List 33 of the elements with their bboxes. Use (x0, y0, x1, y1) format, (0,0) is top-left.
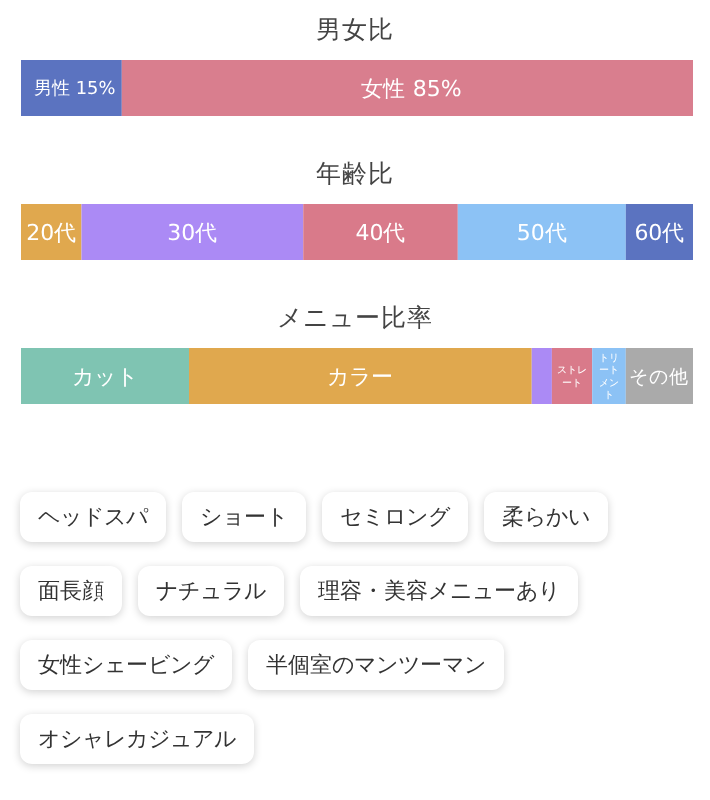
series-label: 男性 (33, 78, 70, 101)
series-label: 60代 (634, 219, 685, 246)
bar (303, 204, 458, 260)
bar (457, 204, 626, 260)
text: ショート (182, 492, 306, 542)
series-label: 30代 (167, 219, 218, 246)
bar (189, 348, 532, 404)
series-label: 40代 (355, 219, 406, 246)
text: 女性シェービング (20, 640, 232, 690)
bar (551, 348, 593, 404)
series-label: 女性 (361, 75, 406, 102)
chart-title: 男女比 (316, 14, 394, 44)
bar (21, 348, 189, 404)
text: ヘッドスパ (20, 492, 166, 542)
text: セミロング (322, 492, 468, 542)
chart-title: 年齢比 (316, 158, 394, 188)
text: 面長顔 (20, 566, 122, 616)
series-label: その他 (629, 364, 690, 389)
text: 理容・美容メニューあり (300, 566, 578, 616)
data-label: 85% (412, 75, 462, 102)
text: ナチュラル (138, 566, 284, 616)
chart-title: メニュー比率 (277, 302, 433, 332)
series-label: 50代 (516, 219, 567, 246)
series-label: カット (72, 363, 138, 390)
bar (81, 204, 304, 260)
text: 柔らかい (484, 492, 608, 542)
text: 半個室のマンツーマン (248, 640, 504, 690)
series-label: カラー (327, 363, 394, 390)
bar (592, 348, 626, 404)
text: オシャレカジュアル (20, 714, 254, 764)
bar (531, 348, 552, 404)
data-label: 15% (75, 80, 116, 101)
series-label: 20代 (26, 219, 77, 246)
